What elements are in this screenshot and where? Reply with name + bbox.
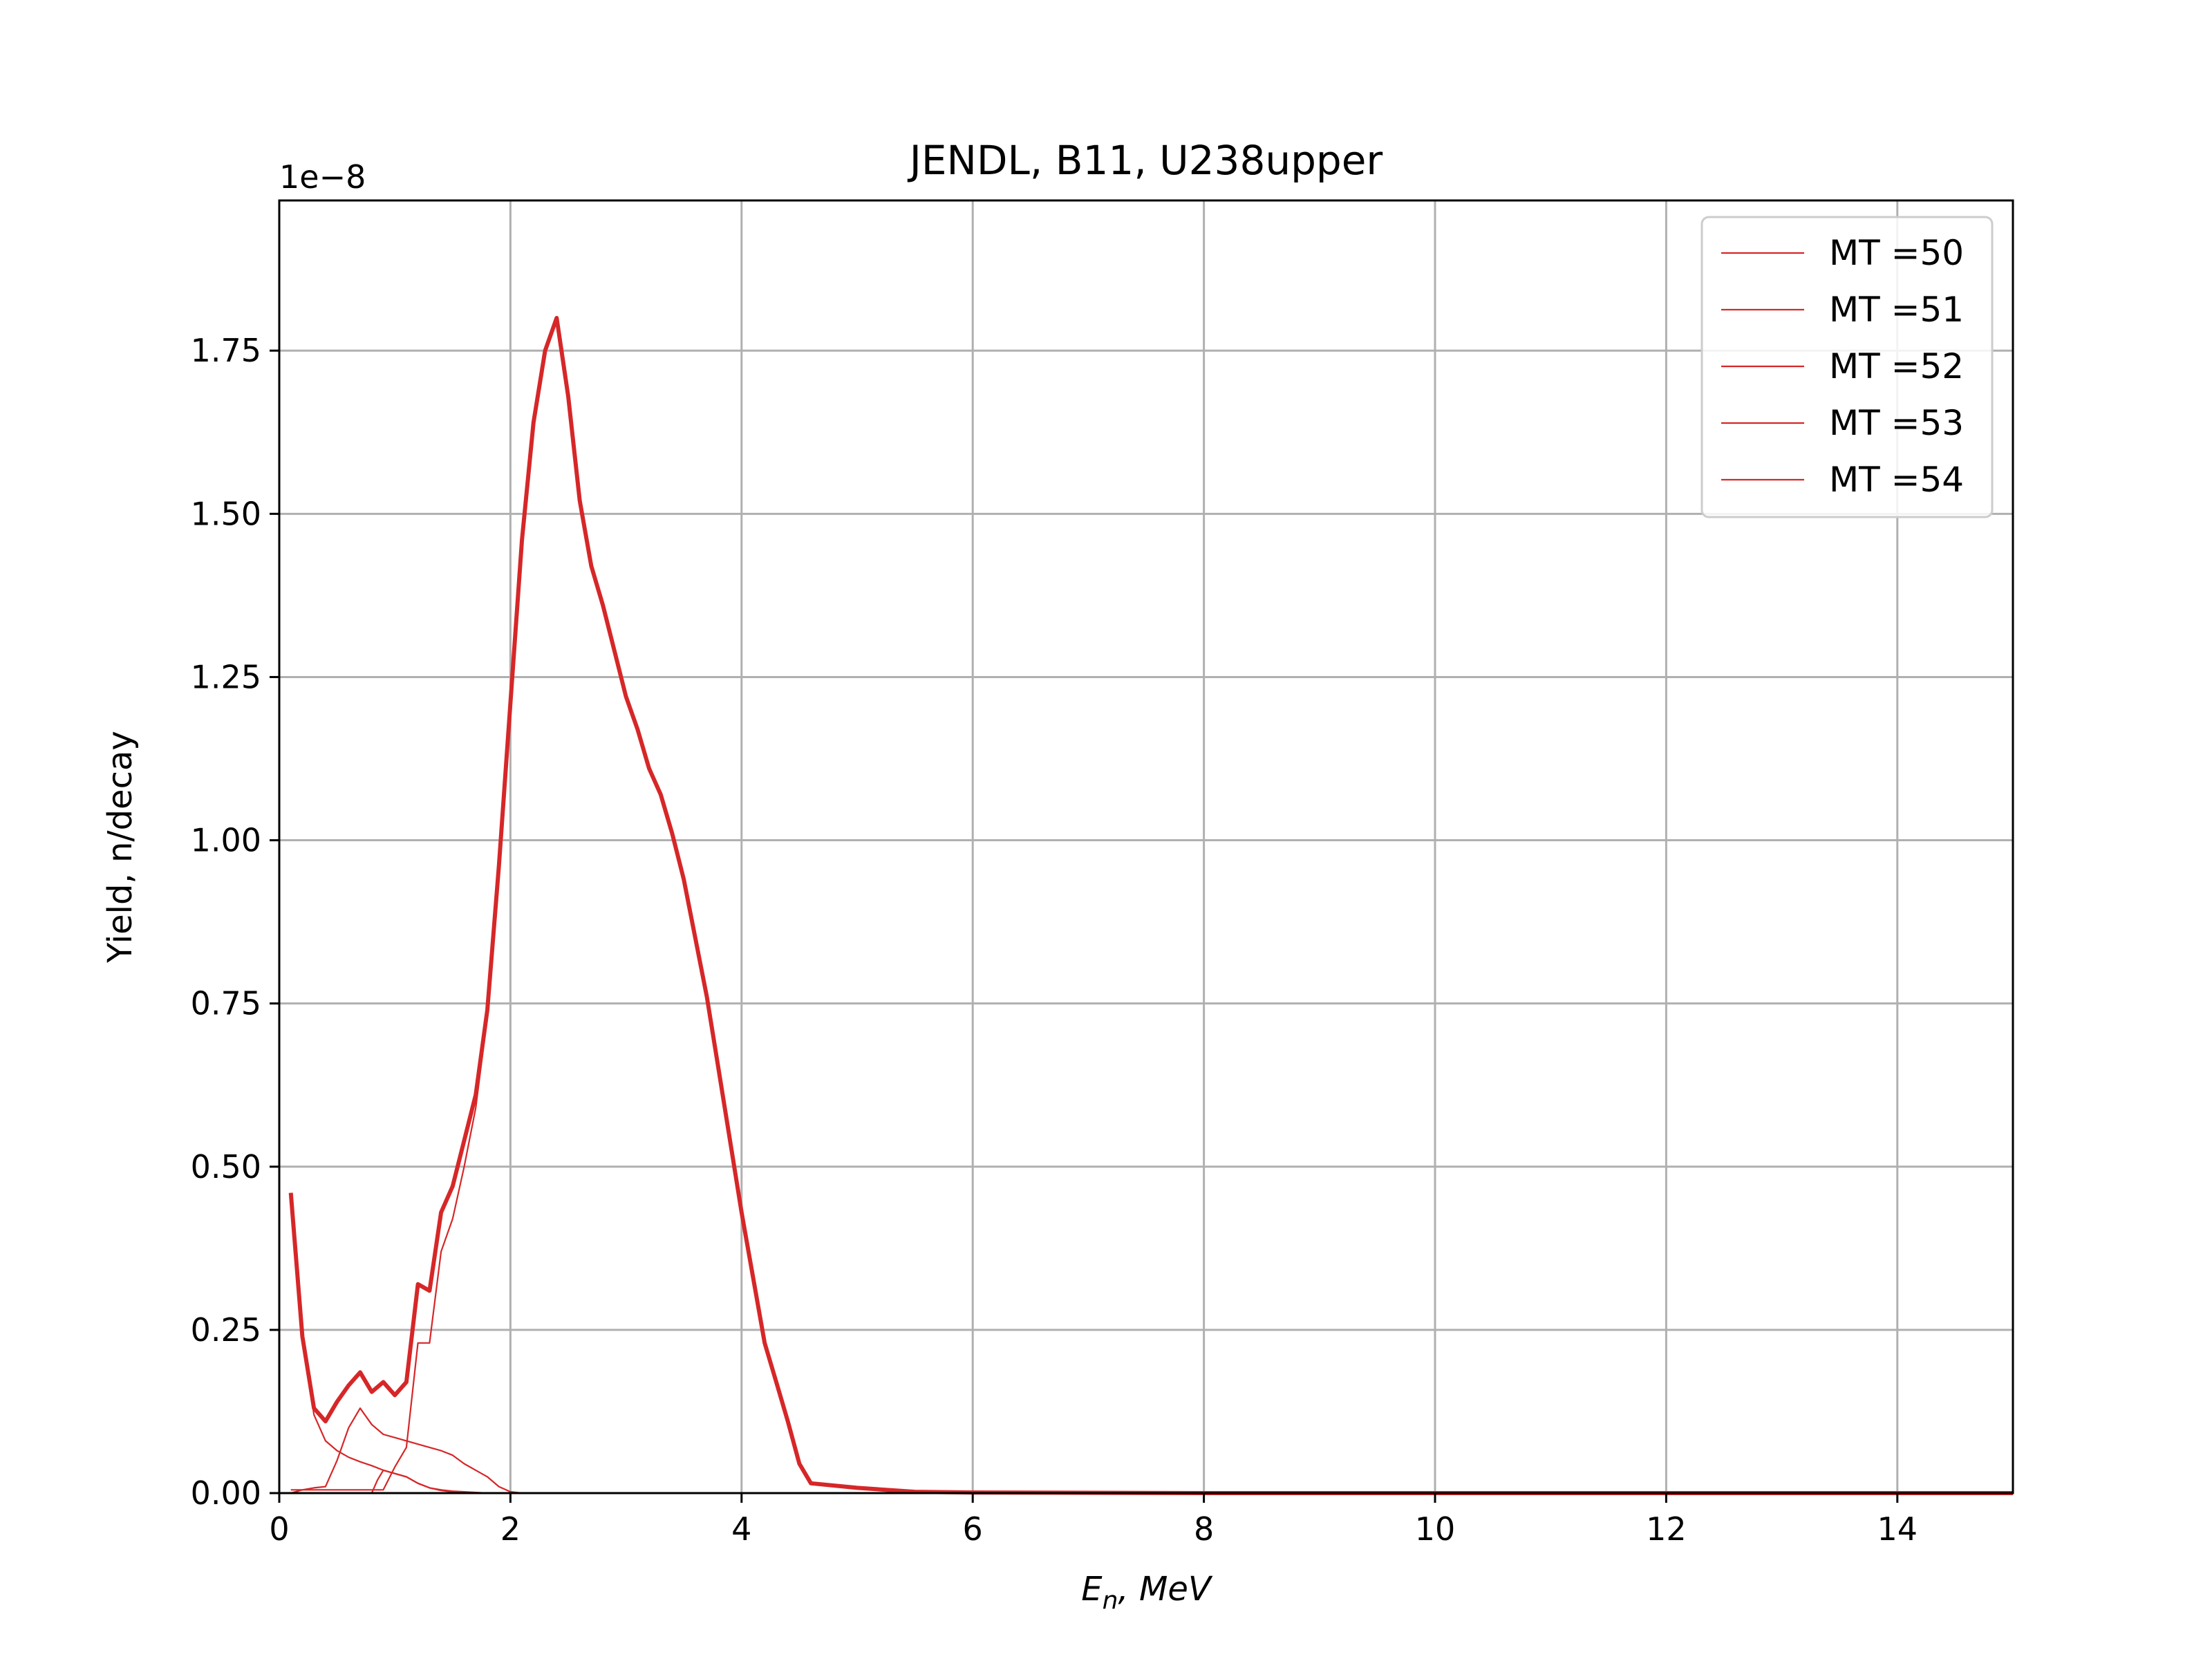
x-tick-label: 12 bbox=[1646, 1510, 1687, 1548]
x-tick-label: 4 bbox=[731, 1510, 751, 1548]
x-axis-label-rest: , MeV bbox=[1118, 1570, 1212, 1609]
legend-label: MT =53 bbox=[1829, 403, 1964, 443]
y-tick-label: 0.75 bbox=[191, 985, 261, 1022]
x-axis-label-subscript: n bbox=[1103, 1586, 1118, 1615]
axis-ticks: 0 2 4 6 8 10 12 14 0.00 0.25 0.50 0.75 1.00 1.25 1.50 1… bbox=[191, 332, 1918, 1548]
x-tick-label: 8 bbox=[1194, 1510, 1214, 1548]
y-offset-label: 1e−8 bbox=[279, 158, 366, 196]
y-axis-label: Yield, n/decay bbox=[101, 731, 140, 964]
y-tick-label: 0.25 bbox=[191, 1311, 261, 1349]
plot-frame bbox=[278, 199, 2014, 1494]
y-tick-label: 1.00 bbox=[191, 822, 261, 859]
y-tick-label: 1.50 bbox=[191, 495, 261, 532]
x-tick-label: 6 bbox=[963, 1510, 983, 1548]
legend-label: MT =51 bbox=[1829, 290, 1964, 330]
legend-label: MT =50 bbox=[1829, 233, 1964, 273]
y-tick-label: 0.50 bbox=[191, 1148, 261, 1185]
legend-label: MT =54 bbox=[1829, 460, 1964, 500]
series-line-mt52 bbox=[290, 1407, 2013, 1494]
x-tick-label: 14 bbox=[1877, 1510, 1918, 1548]
x-tick-label: 2 bbox=[500, 1510, 521, 1548]
x-axis-label: En, MeV bbox=[1081, 1570, 1213, 1615]
y-tick-label: 1.25 bbox=[191, 658, 261, 695]
total-line bbox=[288, 316, 2013, 1495]
legend-box bbox=[1700, 216, 1994, 518]
x-tick-label: 10 bbox=[1415, 1510, 1456, 1548]
x-axis-label-main: E bbox=[1081, 1570, 1103, 1609]
y-tick-label: 1.75 bbox=[191, 332, 261, 369]
y-tick-label: 0.00 bbox=[191, 1474, 261, 1512]
chart-title: JENDL, B11, U238upper bbox=[908, 137, 1383, 184]
legend-label: MT =52 bbox=[1829, 346, 1964, 386]
x-tick-label: 0 bbox=[269, 1510, 289, 1548]
legend: MT =50 MT =51 MT =52 MT =53 MT =54 bbox=[1700, 216, 1994, 518]
